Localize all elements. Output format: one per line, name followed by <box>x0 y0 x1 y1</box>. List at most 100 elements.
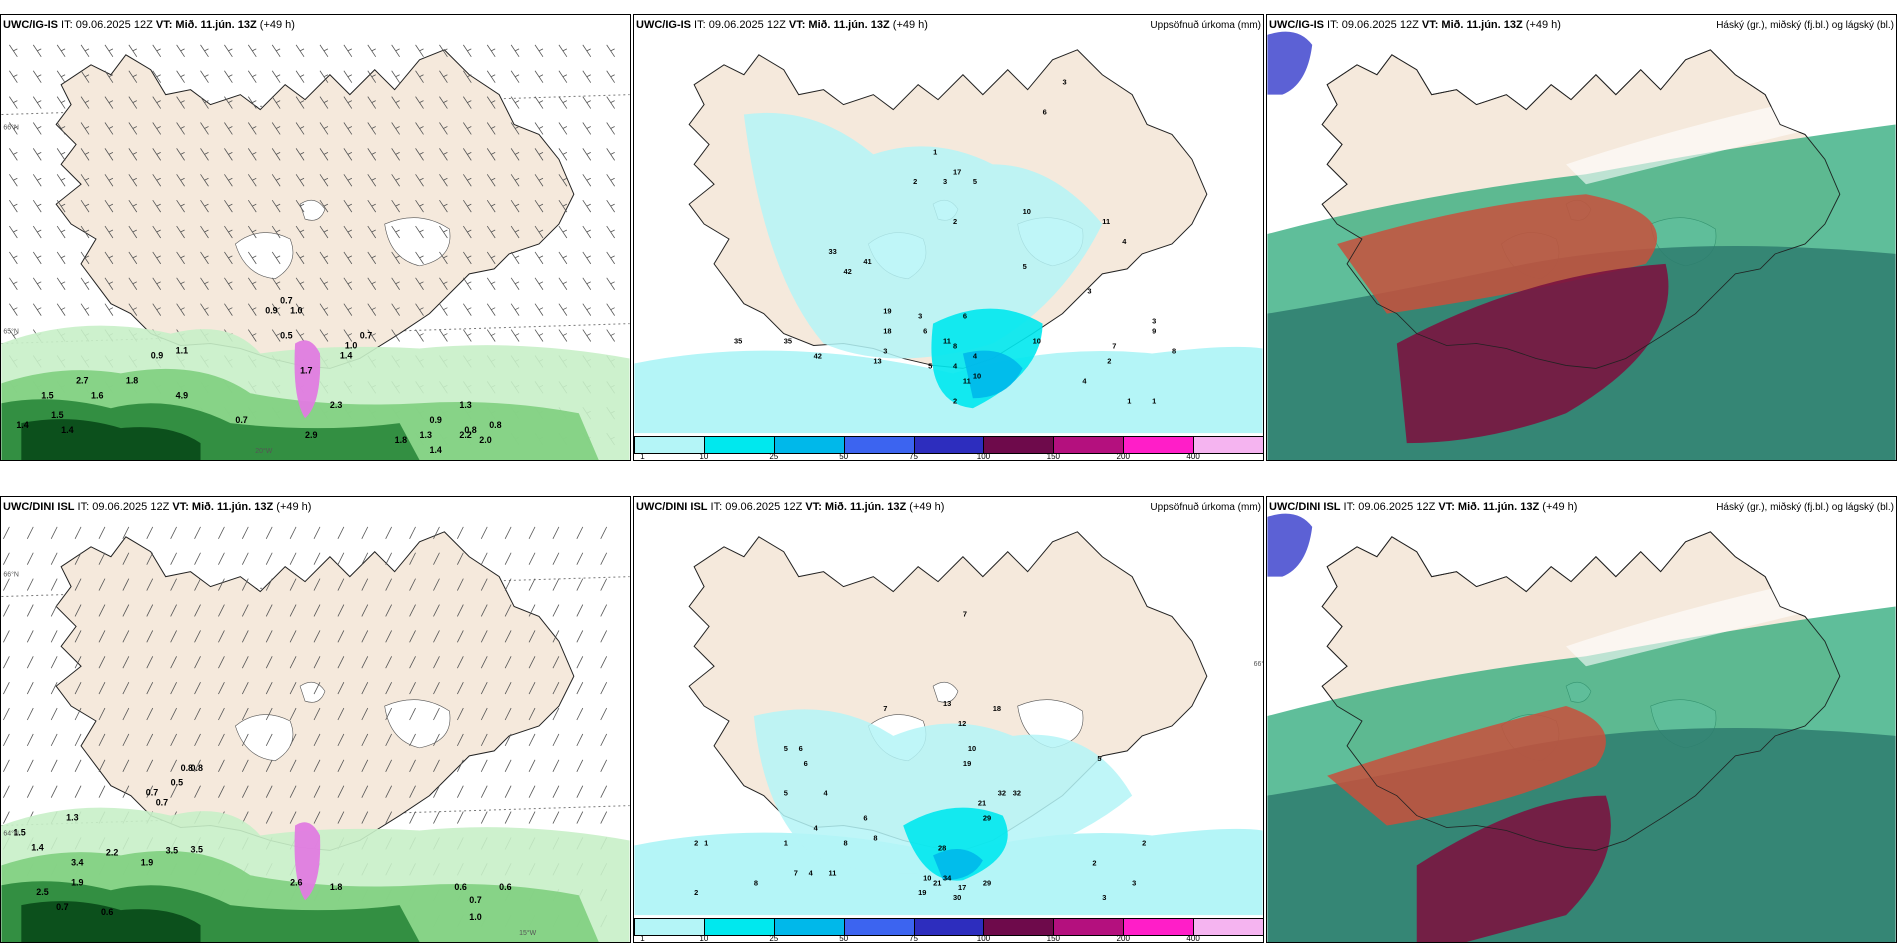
wind-value-label: 2.7 <box>76 375 88 385</box>
precip-value-label: 4 <box>824 789 829 798</box>
wind-barb <box>152 96 162 109</box>
wind-barb <box>343 329 353 342</box>
wind-barb <box>486 329 496 342</box>
wind-barb <box>271 70 281 83</box>
wind-barb <box>486 148 496 161</box>
wind-barb <box>128 277 138 290</box>
legend-tick: 150 <box>1046 934 1061 943</box>
legend-swatch <box>703 919 774 935</box>
legend-swatch <box>1193 437 1263 453</box>
wind-barb <box>241 733 249 747</box>
wind-barb <box>439 174 448 187</box>
wind-barb <box>247 44 257 58</box>
wind-barb <box>361 733 369 747</box>
glacier <box>932 681 959 703</box>
wind-barb <box>558 122 568 135</box>
panel-cloud-dini: UWC/DINI ISL IT: 09.06.2025 12Z VT: Mið.… <box>1266 496 1897 943</box>
wind-barb <box>606 148 615 161</box>
wind-barb <box>152 251 162 265</box>
wind-barb <box>271 199 281 213</box>
wind-barb <box>433 681 440 695</box>
wind-barb <box>582 225 592 239</box>
wind-barb <box>582 251 592 265</box>
wind-barb <box>463 277 472 290</box>
precip-value-label: 1 <box>1152 396 1156 405</box>
panel-cloud-ig: UWC/IG-IS IT: 09.06.2025 12Z VT: Mið. 11… <box>1266 14 1897 461</box>
wind-value-label: 1.8 <box>395 435 407 445</box>
wind-barb <box>361 552 369 565</box>
wind-barb <box>457 604 464 617</box>
wind-barb <box>194 759 201 772</box>
wind-barb <box>271 122 281 135</box>
wind-barb <box>337 759 345 772</box>
precip-value-label: 7 <box>883 704 887 713</box>
wind-barb <box>9 251 18 265</box>
wind-value-label: 0.9 <box>151 350 163 360</box>
wind-barb <box>289 707 297 721</box>
wind-barb <box>170 604 177 617</box>
wind-barb <box>170 630 177 643</box>
wind-value-label: 3.5 <box>191 844 203 854</box>
wind-barb <box>415 303 424 316</box>
wind-barb <box>3 707 10 721</box>
wind-barb <box>415 122 424 135</box>
precip-value-label: 19 <box>963 759 971 768</box>
cloud-blue-patch <box>1267 513 1313 577</box>
wind-barb <box>80 96 90 109</box>
wind-barb <box>528 733 536 747</box>
wind-barb <box>504 578 512 591</box>
wind-barb <box>104 225 114 239</box>
precip-value-label: 4 <box>1082 376 1087 385</box>
wind-barb <box>534 225 544 239</box>
wind-barb <box>552 526 560 539</box>
glacier <box>235 232 294 280</box>
wind-value-label: 1.4 <box>340 350 352 360</box>
wind-value-label: 0.8 <box>191 763 203 773</box>
wind-barb <box>295 70 305 83</box>
legend-tick: 150 <box>1046 452 1061 461</box>
wind-barb <box>9 148 18 161</box>
wind-barb <box>582 122 592 135</box>
wind-barb <box>80 174 90 187</box>
lat-label: 65°N <box>3 328 19 336</box>
wind-barb <box>170 526 177 539</box>
wind-barb <box>510 96 520 109</box>
wind-barb <box>576 811 584 824</box>
wind-value-label: 3.5 <box>166 845 178 855</box>
wind-barb <box>480 811 488 824</box>
wind-value-label: 4.9 <box>176 390 188 400</box>
wind-barb <box>74 707 82 721</box>
wind-barb <box>552 630 560 643</box>
wind-barb <box>576 552 584 565</box>
wind-barb <box>606 199 615 213</box>
wind-barb <box>600 578 608 591</box>
wind-barb <box>146 578 154 591</box>
wind-barb <box>3 733 10 747</box>
legend-swatch <box>1193 919 1263 935</box>
precip-value-label: 34 <box>943 873 952 882</box>
wind-barb <box>463 329 472 342</box>
wind-barb <box>224 70 233 83</box>
wind-barb <box>480 759 488 772</box>
wind-barb <box>606 251 615 265</box>
wind-barb <box>504 630 512 643</box>
wind-barb <box>32 225 42 239</box>
wind-barb <box>146 604 154 617</box>
precip-deep-area <box>962 350 1023 399</box>
wind-barb <box>534 303 544 316</box>
wind-value-label: 1.5 <box>51 410 63 420</box>
wind-barb <box>385 733 393 747</box>
precip-value-label: 33 <box>829 247 837 256</box>
wind-barb <box>576 656 584 669</box>
legend-tick: 25 <box>769 452 779 461</box>
wind-barb <box>146 733 154 747</box>
wind-barb <box>439 70 448 83</box>
wind-barb <box>582 96 592 109</box>
wind-value-label: 2.5 <box>36 887 48 897</box>
wind-barb <box>122 526 130 539</box>
precip-legend: 1 10 25 50 75 100 150 200 400 <box>634 916 1263 942</box>
wind-barb <box>295 96 305 109</box>
wind-barb <box>32 174 42 187</box>
wind-barb <box>558 303 568 316</box>
wind-barb <box>433 785 440 798</box>
